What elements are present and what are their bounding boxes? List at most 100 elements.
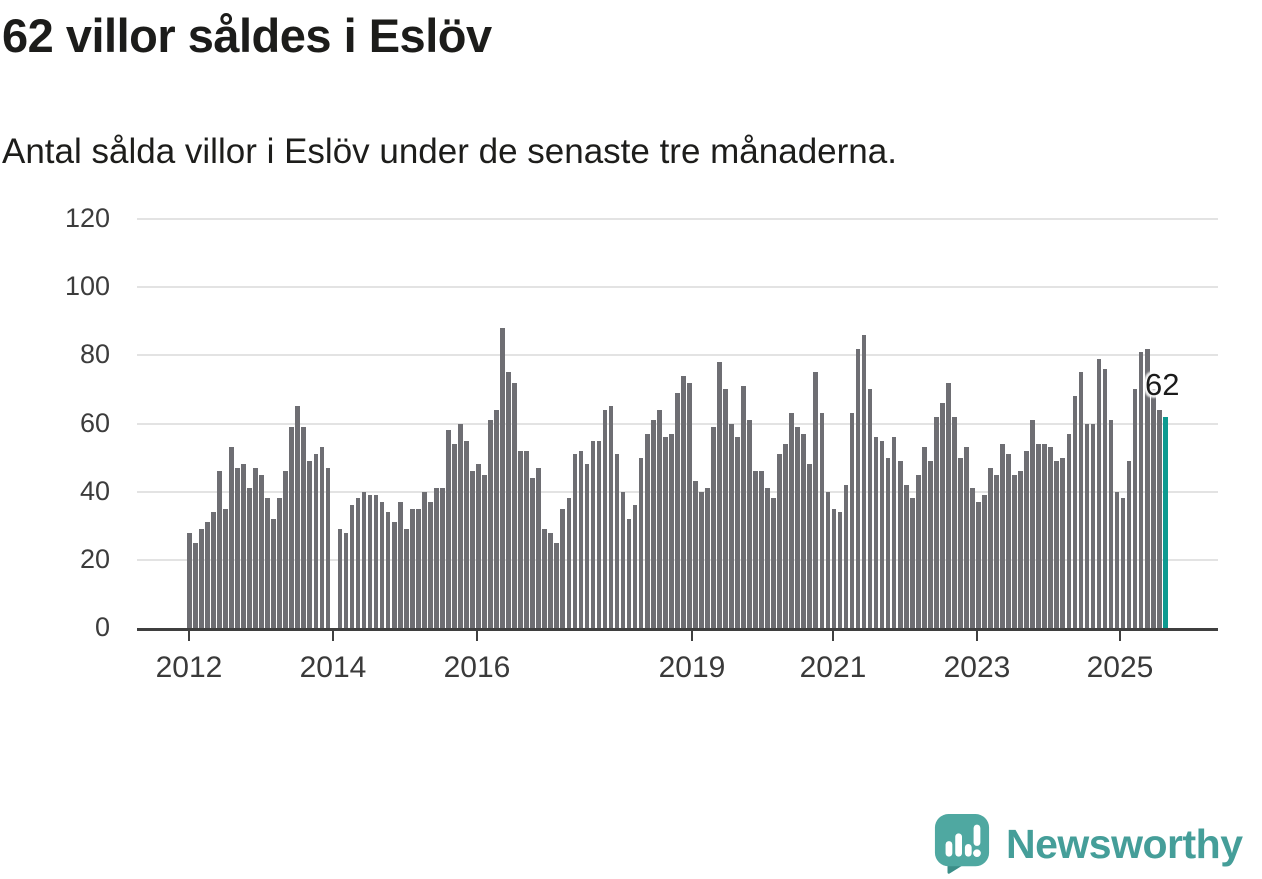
bar bbox=[1036, 443, 1042, 628]
bar bbox=[964, 447, 969, 628]
bar bbox=[1132, 389, 1138, 628]
y-axis-label-100: 100 bbox=[64, 271, 110, 302]
y-axis-label-0: 0 bbox=[94, 612, 110, 642]
bar bbox=[259, 474, 264, 628]
bar bbox=[1114, 491, 1120, 628]
bar bbox=[921, 447, 927, 628]
bar bbox=[271, 518, 277, 628]
y-axis-label-120: 120 bbox=[64, 203, 110, 233]
bar bbox=[572, 454, 578, 628]
bar bbox=[1150, 389, 1156, 628]
bar bbox=[970, 488, 975, 628]
bar bbox=[1084, 423, 1090, 628]
bar bbox=[530, 478, 536, 628]
bar bbox=[506, 372, 511, 628]
bar bbox=[452, 443, 457, 628]
bar bbox=[1144, 348, 1150, 628]
bar bbox=[211, 512, 216, 628]
bar bbox=[1096, 358, 1102, 628]
bar bbox=[668, 433, 674, 628]
bar bbox=[554, 542, 560, 628]
bar bbox=[415, 508, 421, 628]
bar bbox=[488, 420, 493, 628]
bar bbox=[819, 413, 825, 628]
newsworthy-logo-icon bbox=[934, 814, 990, 874]
x-axis-line bbox=[137, 628, 1218, 631]
bar bbox=[289, 426, 295, 628]
bar bbox=[614, 454, 620, 628]
x-axis-tick-2012 bbox=[188, 631, 191, 641]
bar bbox=[596, 440, 602, 628]
bar bbox=[783, 443, 789, 628]
bar bbox=[560, 508, 566, 628]
bar bbox=[789, 413, 795, 628]
bar bbox=[873, 437, 879, 628]
bar bbox=[307, 460, 313, 628]
bar bbox=[813, 372, 819, 628]
bar bbox=[1006, 454, 1011, 628]
bar bbox=[807, 464, 813, 628]
bar bbox=[1108, 420, 1114, 628]
bar bbox=[548, 532, 554, 628]
bar bbox=[801, 433, 807, 628]
bar bbox=[494, 409, 499, 628]
bar bbox=[891, 437, 897, 628]
bar bbox=[693, 481, 698, 628]
bar bbox=[1090, 423, 1096, 628]
x-axis-tick-2016 bbox=[476, 631, 479, 641]
bar bbox=[379, 501, 385, 628]
bar bbox=[500, 328, 505, 628]
bar-chart-plot: 0 20 40 60 80 100 120 2012 2014 2016 2019 2021 2023… bbox=[65, 203, 1218, 684]
x-axis-label-2019: 2019 bbox=[658, 651, 726, 684]
gridline-120 bbox=[137, 218, 1218, 220]
bar bbox=[512, 382, 517, 628]
bar bbox=[1126, 460, 1132, 628]
bar bbox=[879, 440, 885, 628]
bar bbox=[337, 529, 343, 628]
x-axis-tick-2014 bbox=[332, 631, 335, 641]
bar bbox=[518, 450, 523, 628]
bar bbox=[632, 505, 638, 628]
bar bbox=[662, 437, 668, 628]
bar bbox=[1066, 433, 1072, 628]
brand-name: Newsworthy bbox=[1006, 820, 1243, 867]
bar bbox=[217, 471, 222, 628]
bar bbox=[602, 409, 608, 628]
bar bbox=[476, 464, 481, 628]
bar bbox=[325, 467, 331, 628]
chart-subtitle: Antal sålda villor i Eslöv under de sena… bbox=[2, 132, 897, 171]
bar bbox=[861, 334, 867, 628]
y-axis-label-80: 80 bbox=[79, 339, 110, 370]
bar bbox=[735, 437, 740, 628]
bar bbox=[825, 491, 831, 628]
bar bbox=[301, 426, 307, 628]
bar bbox=[608, 406, 614, 628]
bar bbox=[367, 495, 373, 628]
bar bbox=[295, 406, 301, 628]
bar bbox=[976, 501, 981, 628]
bar bbox=[590, 440, 596, 628]
bar bbox=[421, 491, 427, 628]
bar bbox=[952, 416, 957, 628]
brand-footer: Newsworthy bbox=[933, 812, 1243, 876]
bar bbox=[1078, 372, 1084, 628]
bar bbox=[355, 498, 361, 628]
bar bbox=[524, 450, 530, 628]
bar bbox=[409, 508, 415, 628]
bar bbox=[626, 518, 632, 628]
bar-highlight-latest bbox=[1162, 416, 1168, 628]
bar bbox=[446, 430, 451, 628]
bar bbox=[470, 471, 475, 628]
bar bbox=[982, 495, 987, 628]
bar bbox=[235, 467, 240, 628]
bar bbox=[940, 403, 945, 628]
bar bbox=[391, 522, 397, 628]
bar bbox=[1030, 420, 1036, 628]
bar bbox=[1120, 498, 1126, 628]
bar bbox=[1024, 450, 1030, 628]
bar bbox=[253, 467, 258, 628]
bar bbox=[843, 484, 849, 628]
bar bbox=[1072, 396, 1078, 628]
gridline-100 bbox=[137, 286, 1218, 289]
